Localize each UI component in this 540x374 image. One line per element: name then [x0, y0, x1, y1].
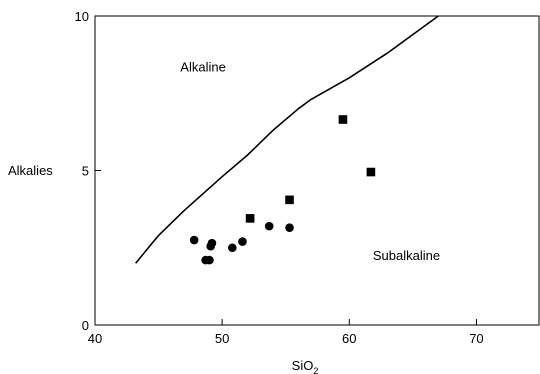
x-axis-label-subscript: 2 [313, 366, 318, 374]
region-label-subalkaline: Subalkaline [373, 248, 440, 263]
alkaline-subalkaline-boundary [135, 15, 439, 264]
circle-point [228, 243, 237, 253]
axis-ticks: 40 50 60 70 0 5 10 [75, 9, 484, 346]
circle-point [205, 255, 214, 265]
x-tick-label: 60 [342, 331, 356, 346]
region-label-alkaline: Alkaline [180, 60, 226, 75]
circle-point [238, 237, 247, 246]
data-points [189, 115, 376, 265]
circle-point [264, 221, 274, 231]
square-point [338, 115, 348, 124]
square-point [245, 214, 255, 223]
y-tick-label: 10 [75, 9, 89, 24]
y-tick-label: 5 [82, 164, 89, 179]
x-axis-label: SiO2 [292, 358, 319, 374]
x-tick-label: 50 [215, 331, 229, 346]
boundary-curve [135, 15, 439, 264]
square-point [285, 195, 294, 205]
circle-point [285, 223, 294, 232]
x-tick-label: 70 [469, 331, 483, 346]
y-tick-label: 0 [82, 318, 89, 333]
circle-point [189, 235, 199, 245]
circle-point [207, 238, 217, 248]
region-labels: Alkaline Subalkaline [180, 60, 440, 263]
x-tick-label: 40 [88, 331, 102, 346]
square-point [366, 167, 376, 177]
plot-area [94, 15, 540, 326]
plot-border [94, 15, 540, 326]
x-axis-label-main: SiO [292, 358, 314, 373]
y-axis-label: Alkalies [8, 163, 53, 178]
